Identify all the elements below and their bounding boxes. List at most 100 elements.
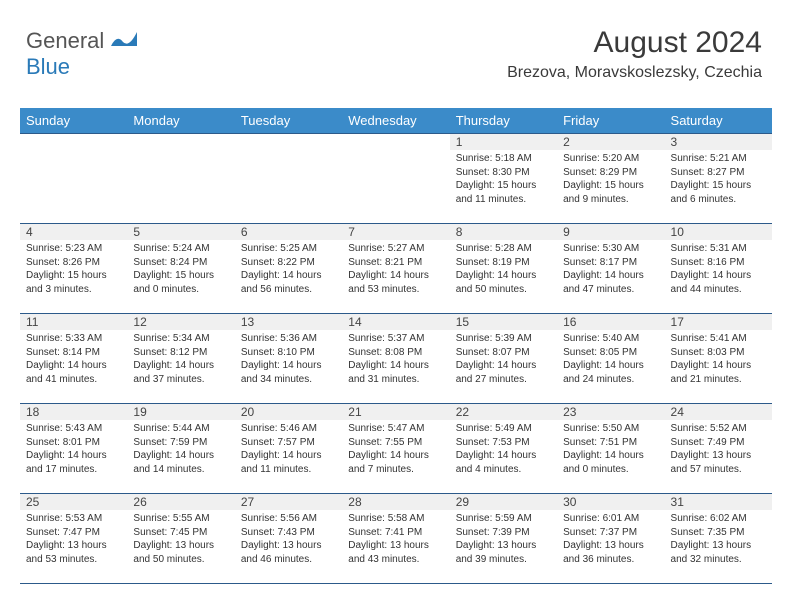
sunset-text: Sunset: 8:08 PM [348, 346, 443, 360]
sunrise-text: Sunrise: 5:56 AM [241, 512, 336, 526]
day-number: 16 [557, 314, 664, 330]
sun-info: Sunrise: 5:24 AMSunset: 8:24 PMDaylight:… [133, 242, 228, 296]
daylight-text: Daylight: 15 hours and 9 minutes. [563, 179, 658, 206]
sunrise-text: Sunrise: 5:55 AM [133, 512, 228, 526]
sun-info: Sunrise: 5:36 AMSunset: 8:10 PMDaylight:… [241, 332, 336, 386]
sun-info: Sunrise: 5:49 AMSunset: 7:53 PMDaylight:… [456, 422, 551, 476]
calendar-day-cell: 10Sunrise: 5:31 AMSunset: 8:16 PMDayligh… [665, 224, 772, 314]
sun-info: Sunrise: 6:02 AMSunset: 7:35 PMDaylight:… [671, 512, 766, 566]
daylight-text: Daylight: 14 hours and 47 minutes. [563, 269, 658, 296]
sunrise-text: Sunrise: 5:20 AM [563, 152, 658, 166]
calendar-day-cell: 11 Sunrise: 5:33 AMSunset: 8:14 PMDayligh… [20, 314, 127, 404]
daylight-text: Daylight: 13 hours and 43 minutes. [348, 539, 443, 566]
sun-info: Sunrise: 5:18 AMSunset: 8:30 PMDaylight:… [456, 152, 551, 206]
sunset-text: Sunset: 8:12 PM [133, 346, 228, 360]
sunset-text: Sunset: 7:43 PM [241, 526, 336, 540]
calendar-day-cell: 19Sunrise: 5:44 AMSunset: 7:59 PMDayligh… [127, 404, 234, 494]
sunset-text: Sunset: 8:26 PM [26, 256, 121, 270]
day-number: 8 [450, 224, 557, 240]
day-number: 27 [235, 494, 342, 510]
sunset-text: Sunset: 8:22 PM [241, 256, 336, 270]
calendar-body: 1Sunrise: 5:18 AMSunset: 8:30 PMDaylight… [20, 134, 772, 584]
calendar-day-cell: 29Sunrise: 5:59 AMSunset: 7:39 PMDayligh… [450, 494, 557, 584]
day-number: 29 [450, 494, 557, 510]
sun-info: Sunrise: 5:28 AMSunset: 8:19 PMDaylight:… [456, 242, 551, 296]
weekday-header: Sunday [20, 108, 127, 134]
calendar-day-cell: 16 Sunrise: 5:40 AMSunset: 8:05 PMDayligh… [557, 314, 664, 404]
logo-text-blue: Blue [26, 54, 70, 79]
sunrise-text: Sunrise: 5:34 AM [133, 332, 228, 346]
sunset-text: Sunset: 8:16 PM [671, 256, 766, 270]
calendar-week-row: 4Sunrise: 5:23 AMSunset: 8:26 PMDaylight… [20, 224, 772, 314]
sunset-text: Sunset: 7:51 PM [563, 436, 658, 450]
daylight-text: Daylight: 13 hours and 36 minutes. [563, 539, 658, 566]
sunrise-text: Sunrise: 5:46 AM [241, 422, 336, 436]
daylight-text: Daylight: 14 hours and 37 minutes. [133, 359, 228, 386]
daylight-text: Daylight: 14 hours and 14 minutes. [133, 449, 228, 476]
day-number: 5 [127, 224, 234, 240]
calendar-day-cell: 21Sunrise: 5:47 AMSunset: 7:55 PMDayligh… [342, 404, 449, 494]
calendar-day-cell: 23Sunrise: 5:50 AMSunset: 7:51 PMDayligh… [557, 404, 664, 494]
sunset-text: Sunset: 7:53 PM [456, 436, 551, 450]
calendar-table: SundayMondayTuesdayWednesdayThursdayFrid… [20, 108, 772, 584]
day-number: 11 [20, 314, 127, 330]
daylight-text: Daylight: 14 hours and 44 minutes. [671, 269, 766, 296]
sun-info: Sunrise: 5:43 AMSunset: 8:01 PMDaylight:… [26, 422, 121, 476]
sunset-text: Sunset: 7:57 PM [241, 436, 336, 450]
calendar-day-cell: 6Sunrise: 5:25 AMSunset: 8:22 PMDaylight… [235, 224, 342, 314]
daylight-text: Daylight: 13 hours and 53 minutes. [26, 539, 121, 566]
daylight-text: Daylight: 14 hours and 31 minutes. [348, 359, 443, 386]
day-number: 13 [235, 314, 342, 330]
sun-info: Sunrise: 5:33 AMSunset: 8:14 PMDaylight:… [26, 332, 121, 386]
sun-info: Sunrise: 5:30 AMSunset: 8:17 PMDaylight:… [563, 242, 658, 296]
sunset-text: Sunset: 8:01 PM [26, 436, 121, 450]
sunset-text: Sunset: 8:05 PM [563, 346, 658, 360]
sunrise-text: Sunrise: 6:02 AM [671, 512, 766, 526]
sunset-text: Sunset: 8:14 PM [26, 346, 121, 360]
sunrise-text: Sunrise: 6:01 AM [563, 512, 658, 526]
sun-info: Sunrise: 5:31 AMSunset: 8:16 PMDaylight:… [671, 242, 766, 296]
sun-info: Sunrise: 5:53 AMSunset: 7:47 PMDaylight:… [26, 512, 121, 566]
sunrise-text: Sunrise: 5:41 AM [671, 332, 766, 346]
calendar-day-cell [342, 134, 449, 224]
sunrise-text: Sunrise: 5:24 AM [133, 242, 228, 256]
day-number: 12 [127, 314, 234, 330]
day-number: 28 [342, 494, 449, 510]
calendar-day-cell: 25Sunrise: 5:53 AMSunset: 7:47 PMDayligh… [20, 494, 127, 584]
daylight-text: Daylight: 14 hours and 53 minutes. [348, 269, 443, 296]
day-number: 15 [450, 314, 557, 330]
sunrise-text: Sunrise: 5:28 AM [456, 242, 551, 256]
logo-text-general: General [26, 28, 104, 53]
daylight-text: Daylight: 14 hours and 56 minutes. [241, 269, 336, 296]
sunrise-text: Sunrise: 5:30 AM [563, 242, 658, 256]
day-number: 23 [557, 404, 664, 420]
daylight-text: Daylight: 14 hours and 24 minutes. [563, 359, 658, 386]
calendar-day-cell: 22Sunrise: 5:49 AMSunset: 7:53 PMDayligh… [450, 404, 557, 494]
sun-info: Sunrise: 5:40 AMSunset: 8:05 PMDaylight:… [563, 332, 658, 386]
sunrise-text: Sunrise: 5:47 AM [348, 422, 443, 436]
sun-info: Sunrise: 5:55 AMSunset: 7:45 PMDaylight:… [133, 512, 228, 566]
daylight-text: Daylight: 14 hours and 34 minutes. [241, 359, 336, 386]
day-number: 9 [557, 224, 664, 240]
sun-info: Sunrise: 5:39 AMSunset: 8:07 PMDaylight:… [456, 332, 551, 386]
sunset-text: Sunset: 7:37 PM [563, 526, 658, 540]
day-number: 17 [665, 314, 772, 330]
calendar-week-row: 25Sunrise: 5:53 AMSunset: 7:47 PMDayligh… [20, 494, 772, 584]
sunset-text: Sunset: 7:39 PM [456, 526, 551, 540]
sun-info: Sunrise: 5:41 AMSunset: 8:03 PMDaylight:… [671, 332, 766, 386]
calendar-day-cell: 3Sunrise: 5:21 AMSunset: 8:27 PMDaylight… [665, 134, 772, 224]
day-number: 3 [665, 134, 772, 150]
daylight-text: Daylight: 14 hours and 21 minutes. [671, 359, 766, 386]
daylight-text: Daylight: 14 hours and 41 minutes. [26, 359, 121, 386]
calendar-day-cell: 13 Sunrise: 5:36 AMSunset: 8:10 PMDayligh… [235, 314, 342, 404]
calendar-day-cell: 31Sunrise: 6:02 AMSunset: 7:35 PMDayligh… [665, 494, 772, 584]
day-number: 24 [665, 404, 772, 420]
daylight-text: Daylight: 14 hours and 7 minutes. [348, 449, 443, 476]
sunset-text: Sunset: 7:49 PM [671, 436, 766, 450]
weekday-header: Wednesday [342, 108, 449, 134]
weekday-header: Monday [127, 108, 234, 134]
sunset-text: Sunset: 8:21 PM [348, 256, 443, 270]
daylight-text: Daylight: 15 hours and 0 minutes. [133, 269, 228, 296]
sunrise-text: Sunrise: 5:36 AM [241, 332, 336, 346]
sunset-text: Sunset: 7:41 PM [348, 526, 443, 540]
